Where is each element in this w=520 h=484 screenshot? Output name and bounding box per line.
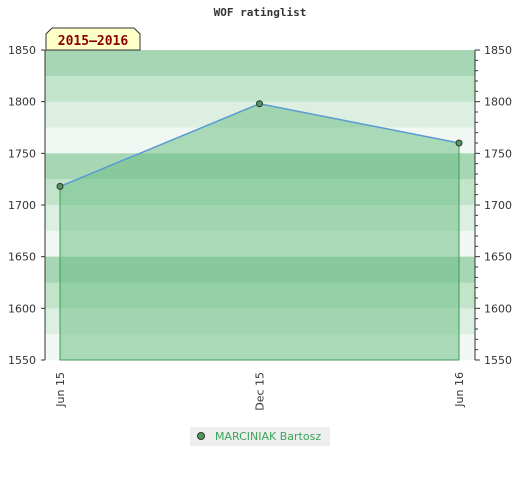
y-tick-label-right: 1650 <box>484 251 512 264</box>
series-point <box>256 100 263 108</box>
background-band <box>45 50 475 77</box>
y-tick-label-left: 1850 <box>8 44 36 57</box>
series-point <box>455 139 463 147</box>
y-tick-label-left: 1600 <box>8 302 36 315</box>
y-tick-label-right: 1850 <box>484 44 512 57</box>
y-tick-label-left: 1700 <box>8 199 36 212</box>
y-tick-label-right: 1750 <box>484 147 512 160</box>
series-point <box>56 182 64 190</box>
y-tick-label-right: 1800 <box>484 96 512 109</box>
y-tick-label-right: 1550 <box>484 354 512 367</box>
y-tick-label-left: 1650 <box>8 251 36 264</box>
y-tick-label-left: 1550 <box>8 354 36 367</box>
season-label: 2015–2016 <box>58 34 129 49</box>
area-layer <box>56 100 463 361</box>
background-band <box>45 75 475 102</box>
x-tick-label: Jun 16 <box>453 372 466 408</box>
season-badge: 2015–2016 <box>45 27 141 51</box>
x-tick-label: Dec 15 <box>254 372 267 411</box>
legend-box <box>190 427 330 446</box>
y-tick-label-left: 1750 <box>8 147 36 160</box>
y-tick-label-right: 1700 <box>484 199 512 212</box>
axes: 1550 1550 1600 1600 1650 1650 1700 1700 1750 1750… <box>8 44 512 411</box>
legend-series-name: MARCINIAK Bartosz <box>215 430 321 443</box>
chart-title: WOF ratinglist <box>214 6 307 19</box>
legend-marker-icon <box>197 432 205 440</box>
x-tick-label: Jun 15 <box>54 372 67 408</box>
y-tick-label-left: 1800 <box>8 96 36 109</box>
y-tick-label-right: 1600 <box>484 302 512 315</box>
legend[interactable]: MARCINIAK Bartosz <box>190 427 330 446</box>
season-badge-shape <box>45 27 141 51</box>
